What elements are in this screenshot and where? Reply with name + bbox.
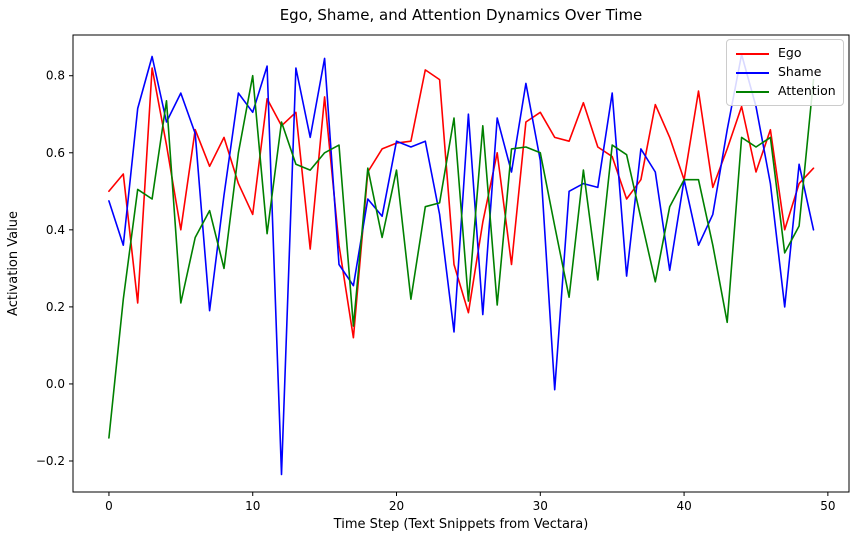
legend-item-shame: Shame (727, 63, 843, 82)
ego-line-swatch-icon (736, 52, 769, 55)
series-line-ego (108, 67, 815, 339)
legend-label-shame: Shame (778, 64, 822, 80)
y-tick-label: 0.6 (46, 146, 65, 160)
attention-line-swatch-icon (736, 90, 769, 93)
y-tick-label: 0.8 (46, 69, 65, 83)
legend-label-ego: Ego (778, 45, 802, 61)
plot-border (72, 34, 850, 493)
y-tick-label: 0.0 (46, 377, 65, 391)
y-tick-label: 0.2 (46, 300, 65, 314)
legend-item-ego: Ego (727, 44, 843, 63)
x-tick-label: 10 (245, 499, 260, 513)
series-line-attention (108, 74, 815, 439)
legend: Ego Shame Attention (726, 39, 844, 106)
x-tick-label: 30 (533, 499, 548, 513)
x-tick-label: 40 (676, 499, 691, 513)
series-line-shame (108, 53, 815, 476)
shame-line-swatch-icon (736, 71, 769, 74)
x-tick-label: 0 (105, 499, 113, 513)
x-axis-label: Time Step (Text Snippets from Vectara) (333, 517, 589, 532)
y-tick-label: −0.2 (36, 454, 65, 468)
legend-item-attention: Attention (727, 82, 843, 101)
legend-label-attention: Attention (778, 83, 836, 99)
y-tick-label: 0.4 (46, 223, 65, 237)
x-tick-label: 20 (389, 499, 404, 513)
x-tick-label: 50 (820, 499, 835, 513)
chart-title: Ego, Shame, and Attention Dynamics Over … (279, 6, 643, 24)
